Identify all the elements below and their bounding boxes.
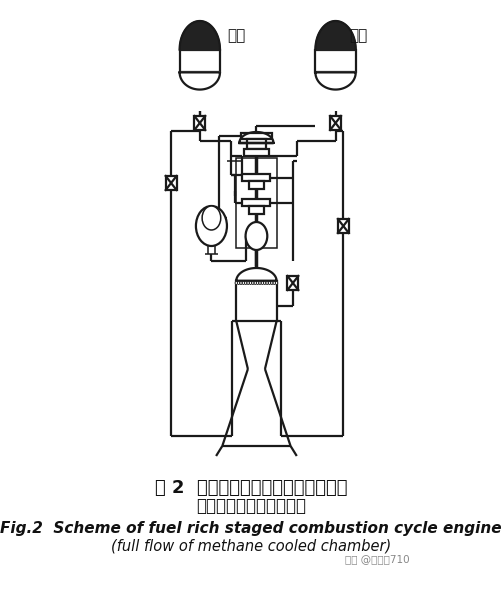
Circle shape: [195, 206, 226, 246]
Circle shape: [254, 281, 256, 284]
Bar: [315, 50, 355, 73]
Circle shape: [244, 281, 246, 284]
Bar: [243, 149, 269, 156]
Text: 甲烷: 甲烷: [349, 28, 367, 44]
Bar: [330, 116, 340, 130]
Bar: [248, 206, 264, 214]
Bar: [242, 199, 270, 206]
Bar: [248, 181, 264, 189]
Circle shape: [273, 281, 275, 284]
Circle shape: [242, 281, 244, 284]
Circle shape: [270, 281, 273, 284]
Circle shape: [239, 281, 241, 284]
Polygon shape: [179, 21, 219, 50]
Circle shape: [245, 222, 267, 250]
Circle shape: [246, 281, 249, 284]
Text: 知乎 @格利泽710: 知乎 @格利泽710: [344, 554, 408, 564]
Polygon shape: [315, 73, 355, 90]
Circle shape: [268, 281, 270, 284]
Circle shape: [237, 281, 239, 284]
Circle shape: [256, 281, 258, 284]
Circle shape: [259, 281, 261, 284]
Circle shape: [266, 281, 268, 284]
Bar: [240, 133, 272, 139]
Circle shape: [261, 281, 263, 284]
Polygon shape: [315, 21, 355, 50]
Text: （全部甲烷冷却推力室）: （全部甲烷冷却推力室）: [195, 497, 306, 515]
Bar: [194, 116, 205, 130]
Polygon shape: [239, 132, 273, 143]
Bar: [236, 281, 276, 321]
Polygon shape: [179, 73, 219, 90]
Text: 图 2  富燃补燃循发动机系统原理简图: 图 2 富燃补燃循发动机系统原理简图: [154, 479, 347, 497]
Text: 液氧: 液氧: [226, 28, 244, 44]
Bar: [236, 158, 276, 248]
Bar: [337, 219, 348, 233]
Text: Fig.2  Scheme of fuel rich staged combustion cycle engine: Fig.2 Scheme of fuel rich staged combust…: [0, 521, 501, 535]
Circle shape: [234, 281, 237, 284]
Bar: [165, 176, 176, 190]
Text: (full flow of methane cooled chamber): (full flow of methane cooled chamber): [111, 538, 390, 554]
Circle shape: [202, 206, 220, 230]
Bar: [287, 276, 298, 290]
Circle shape: [275, 281, 277, 284]
Circle shape: [249, 281, 251, 284]
Polygon shape: [236, 268, 276, 281]
Bar: [242, 174, 270, 181]
Circle shape: [251, 281, 254, 284]
Bar: [179, 50, 219, 73]
Bar: [246, 139, 265, 149]
Circle shape: [263, 281, 266, 284]
